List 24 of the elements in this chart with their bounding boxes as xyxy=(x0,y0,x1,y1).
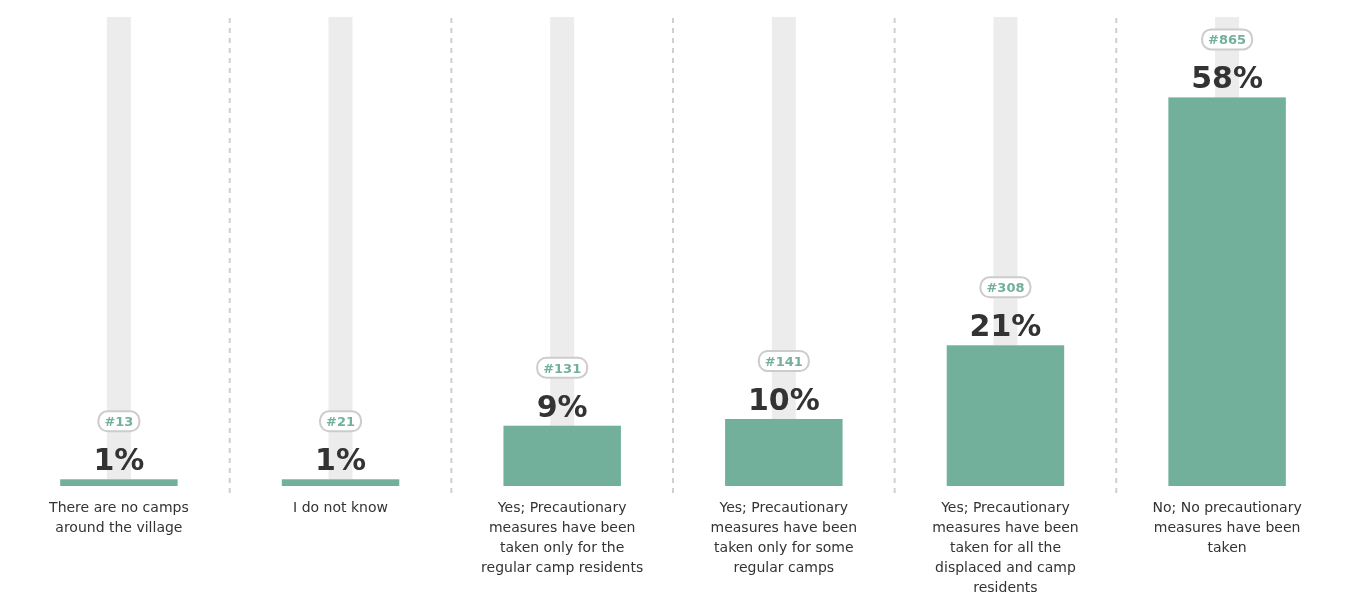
annotation: #131 xyxy=(543,360,582,376)
data-label: 58% xyxy=(1191,60,1264,96)
annotation: #865 xyxy=(1208,32,1247,48)
x-tick-label: I do not know xyxy=(293,499,388,515)
bar xyxy=(1168,97,1286,486)
data-label: 9% xyxy=(536,388,588,424)
bar xyxy=(60,479,178,486)
x-tick-label: Yes; Precautionary measures have been taken only for some regular camps xyxy=(710,499,858,575)
annotation: #21 xyxy=(326,414,356,430)
data-label: 10% xyxy=(747,382,820,417)
bar xyxy=(503,425,621,486)
data-label: 1% xyxy=(93,442,145,478)
data-label: 1% xyxy=(315,442,367,478)
annotation: #308 xyxy=(986,280,1025,296)
bar xyxy=(281,479,400,486)
annotation: #13 xyxy=(104,414,134,430)
x-tick-label: Yes; Precautionary measures have been taken for all the displaced and camp residents xyxy=(932,499,1079,595)
x-tick-label: No; No precautionary measures have been taken xyxy=(1152,499,1302,555)
x-tick-label: Yes; Precautionary measures have been taken only for the regular camp residents xyxy=(481,499,644,575)
data-label: 21% xyxy=(969,308,1042,344)
bar xyxy=(946,345,1065,486)
annotation: #141 xyxy=(764,354,803,369)
x-tick-label: There are no camps around the village xyxy=(48,499,189,535)
bar xyxy=(725,419,843,486)
